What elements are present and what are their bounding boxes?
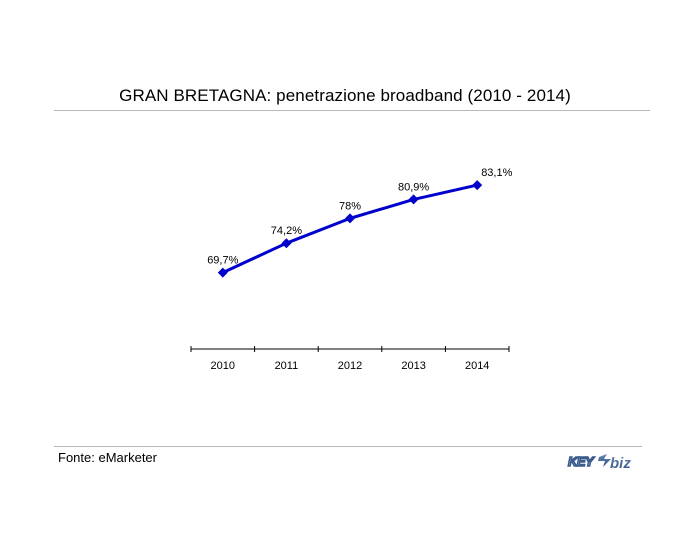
data-point	[281, 238, 292, 249]
key4biz-logo: KEY biz	[567, 453, 631, 472]
data-labels: 69,7% 74,2% 78% 80,9% 83,1%	[207, 167, 512, 267]
svg-text:KEY: KEY	[568, 454, 595, 469]
x-tick-label: 2013	[401, 360, 425, 372]
x-tick-label: 2010	[211, 360, 235, 372]
x-tick-label: 2011	[275, 360, 299, 372]
data-point	[472, 180, 483, 191]
x-tick-label: 2014	[465, 360, 489, 372]
svg-text:biz: biz	[610, 455, 631, 472]
data-label: 80,9%	[398, 181, 429, 193]
series-layer	[217, 180, 483, 278]
data-label: 83,1%	[481, 167, 512, 179]
x-axis: 2010 2011 2012 2013 2014	[190, 346, 510, 372]
data-label: 69,7%	[207, 255, 238, 267]
title-divider	[54, 110, 650, 111]
chart-title: GRAN BRETAGNA: penetrazione broadband (2…	[119, 86, 571, 105]
data-point	[345, 213, 355, 224]
data-label: 78%	[339, 200, 361, 212]
x-tick-label: 2012	[338, 360, 362, 372]
data-point	[217, 267, 228, 278]
series-line	[222, 183, 478, 274]
footer-divider	[54, 446, 642, 447]
data-label: 74,2%	[271, 225, 302, 237]
source-note: Fonte: eMarketer	[58, 450, 157, 465]
data-point	[408, 194, 419, 205]
